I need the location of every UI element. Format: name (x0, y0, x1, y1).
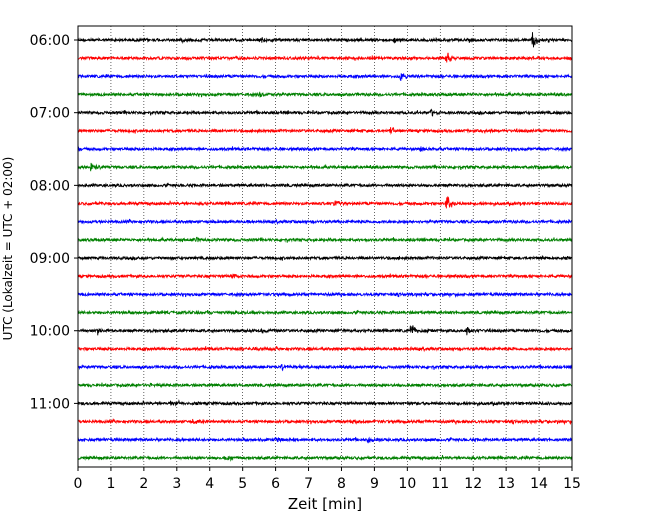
x-tick-label: 1 (106, 476, 115, 492)
x-tick-label: 6 (271, 476, 280, 492)
trace-0700 (77, 108, 573, 117)
x-tick-label: 15 (563, 476, 581, 492)
y-axis-ticks: 06:00 07:00 08:00 09:00 10:00 11:00 (30, 33, 78, 412)
trace-0900 (77, 255, 573, 262)
x-tick-label: 12 (464, 476, 482, 492)
trace-1130 (77, 436, 573, 444)
trace-0800 (77, 182, 573, 189)
y-tick-label: 09:00 (30, 251, 70, 267)
trace-1030 (77, 363, 573, 372)
trace-0930 (77, 291, 573, 299)
trace-0615 (77, 52, 573, 63)
trace-0745 (77, 162, 573, 172)
trace-1145 (77, 454, 573, 462)
trace-0630 (77, 73, 573, 82)
grid-lines (110, 26, 540, 467)
x-axis-label: Zeit [min] (288, 495, 362, 513)
x-tick-label: 9 (370, 476, 379, 492)
trace-1045 (77, 382, 573, 389)
trace-1100 (77, 399, 573, 407)
trace-0815 (77, 196, 573, 209)
x-tick-label: 14 (530, 476, 548, 492)
y-tick-label: 06:00 (30, 33, 70, 49)
x-tick-label: 2 (139, 476, 148, 492)
plot-frame (77, 25, 573, 468)
trace-0715 (77, 127, 573, 135)
y-tick-label: 10:00 (30, 324, 70, 340)
x-axis-ticks: 0 1 2 3 4 5 6 7 8 9 10 11 12 13 14 15 (74, 467, 581, 492)
x-tick-label: 4 (205, 476, 214, 492)
x-tick-label: 5 (238, 476, 247, 492)
trace-0730 (77, 146, 573, 153)
x-tick-label: 7 (304, 476, 313, 492)
x-tick-label: 0 (74, 476, 83, 492)
x-tick-label: 8 (337, 476, 346, 492)
y-axis-label: UTC (Lokalzeit = UTC + 02:00) (1, 157, 15, 341)
trace-0845 (77, 236, 573, 243)
y-tick-label: 08:00 (30, 178, 70, 194)
trace-0600 (77, 32, 573, 48)
x-tick-label: 3 (172, 476, 181, 492)
trace-1015 (77, 345, 573, 353)
x-tick-label: 11 (431, 476, 449, 492)
y-tick-label: 07:00 (30, 106, 70, 122)
trace-1115 (77, 418, 573, 426)
trace-0945 (77, 309, 573, 316)
trace-0645 (77, 91, 573, 98)
x-tick-label: 10 (398, 476, 416, 492)
trace-1000 (77, 325, 573, 336)
x-tick-label: 13 (497, 476, 515, 492)
y-tick-label: 11:00 (30, 396, 70, 412)
trace-0830 (77, 218, 573, 226)
traces (77, 32, 573, 462)
trace-0915 (77, 273, 573, 280)
